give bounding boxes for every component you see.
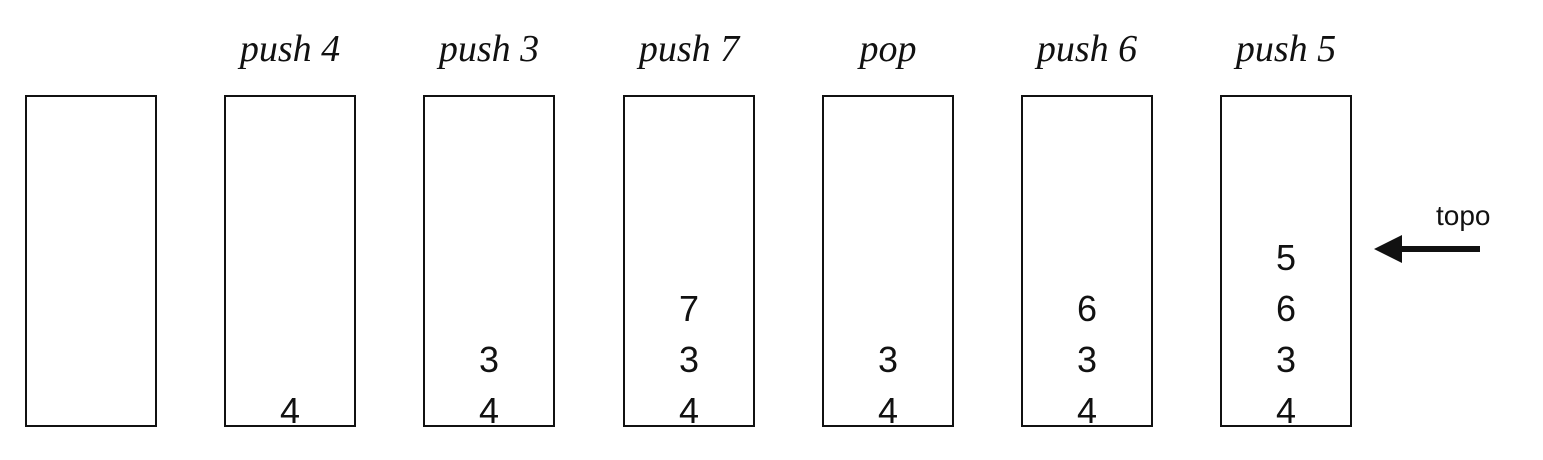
stack-value: 3 <box>678 339 700 380</box>
stack-value: 3 <box>478 339 500 380</box>
stack-value: 3 <box>1275 339 1297 380</box>
operation-label: push 4 <box>239 28 341 70</box>
stack-box: 4 3 6 5 <box>1220 95 1352 431</box>
stack-value: 7 <box>678 288 700 329</box>
stack-box: 4 <box>224 95 356 431</box>
stack-value: 3 <box>877 339 899 380</box>
operation-label: push 6 <box>1036 28 1138 70</box>
stack-value: 4 <box>678 390 700 431</box>
stack-box: 4 3 6 <box>1021 95 1153 431</box>
stack-box <box>25 95 157 427</box>
operation-label: push 7 <box>638 28 740 70</box>
operation-label: push 3 <box>438 28 540 70</box>
stack-value: 4 <box>279 390 301 431</box>
top-pointer-label: topo <box>1436 200 1491 231</box>
stack-value: 3 <box>1076 339 1098 380</box>
arrow-left-icon <box>1374 235 1480 263</box>
stack-value: 4 <box>1076 390 1098 431</box>
stack-value: 6 <box>1275 288 1297 329</box>
stack-value: 6 <box>1076 288 1098 329</box>
stack-value: 5 <box>1275 237 1297 278</box>
operation-label: push 5 <box>1235 28 1337 70</box>
stack-value: 4 <box>877 390 899 431</box>
operation-label: pop <box>859 28 917 70</box>
stack-value: 4 <box>478 390 500 431</box>
stack-box: 4 3 7 <box>623 95 755 431</box>
stack-value: 4 <box>1275 390 1297 431</box>
